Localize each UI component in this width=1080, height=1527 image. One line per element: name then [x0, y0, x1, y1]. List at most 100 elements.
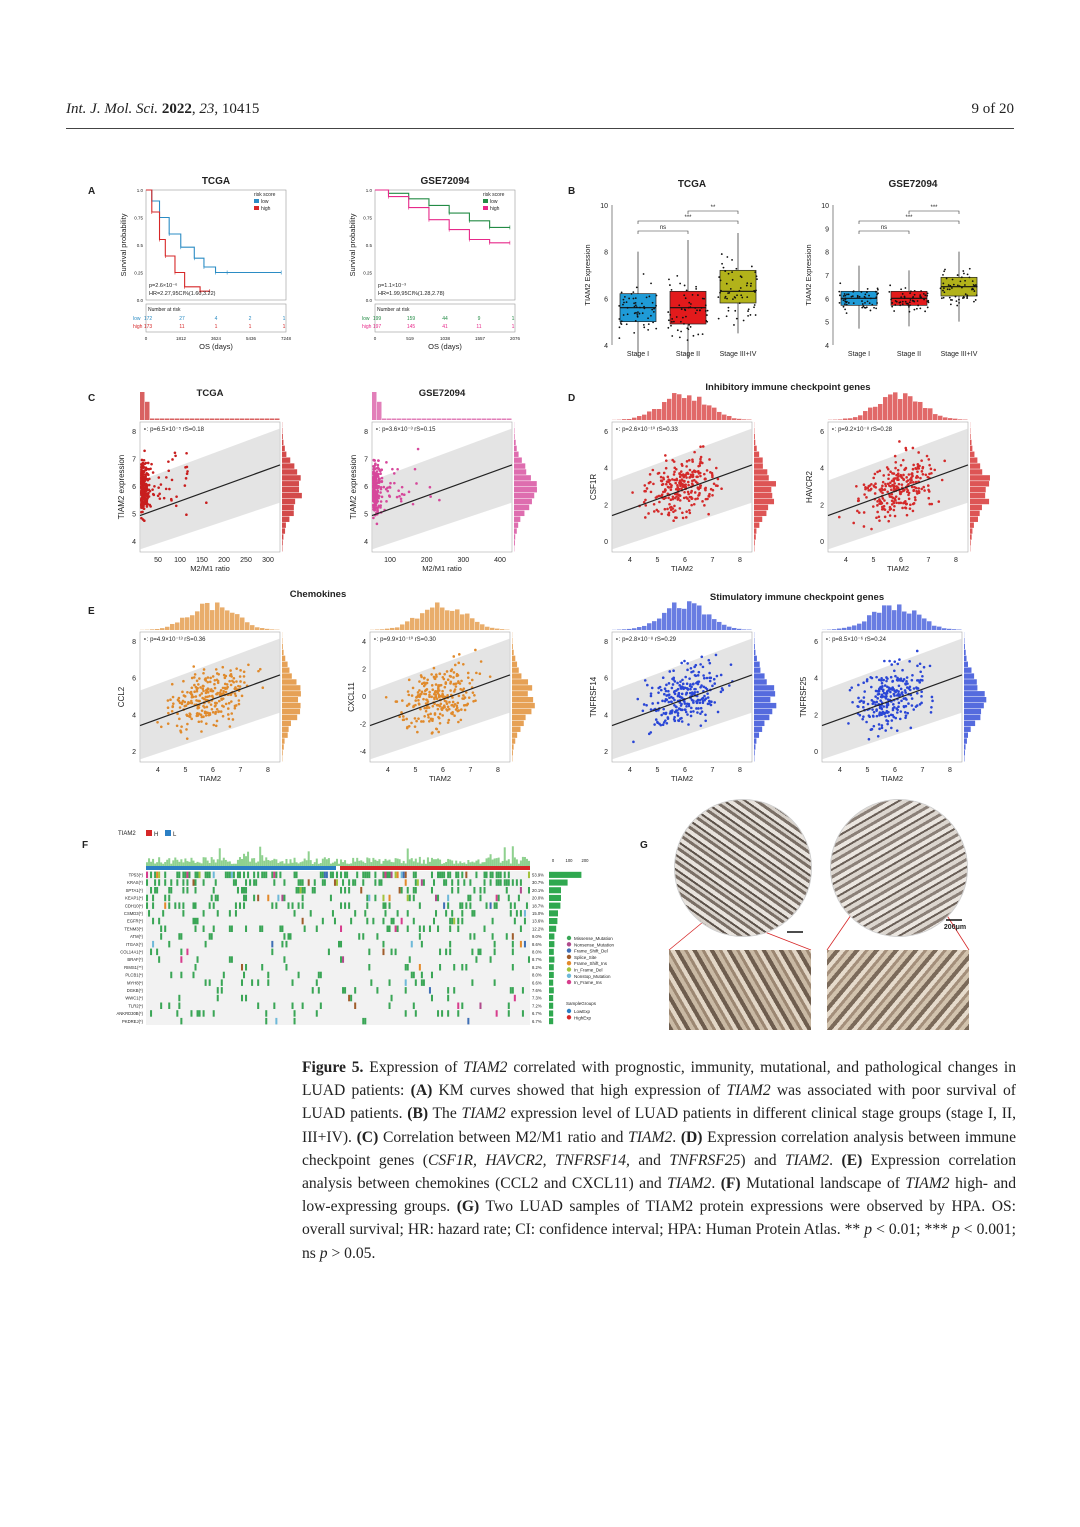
- box-point: [700, 306, 703, 309]
- tmb-bar: [293, 857, 296, 866]
- scatter-point: [166, 722, 170, 725]
- scatter-point: [907, 491, 911, 495]
- scatter-point: [143, 462, 147, 466]
- mutation-cell: [192, 902, 195, 909]
- marginal-bar-y: [964, 661, 968, 667]
- scatter-point: [666, 507, 669, 511]
- mutation-cell: [146, 879, 149, 886]
- mutation-cell: [245, 887, 248, 894]
- tmb-bar: [356, 857, 359, 866]
- box-point: [623, 296, 626, 298]
- mutation-cell: [418, 925, 421, 932]
- scatter-point: [903, 711, 907, 714]
- mutation-cell: [495, 871, 498, 879]
- box-point: [948, 296, 951, 299]
- mutation-cell: [293, 1010, 296, 1017]
- y-tick-label: 0: [820, 539, 824, 546]
- scatter-point: [373, 498, 377, 502]
- marginal-bar-x: [185, 617, 190, 630]
- marginal-bar-x: [958, 419, 963, 420]
- mutation-cell: [445, 948, 448, 956]
- y-tick-label: 10: [821, 203, 829, 210]
- mutation-cell: [263, 871, 266, 879]
- mutation-legend-label: Frame_Shift_Ins: [574, 961, 608, 966]
- scatter-point: [912, 708, 916, 711]
- mutation-cell: [497, 871, 500, 879]
- box-point: [909, 299, 912, 301]
- mutation-cell: [441, 1010, 444, 1017]
- scatter-point: [143, 519, 146, 523]
- marginal-bar-x: [667, 608, 672, 630]
- tmb-bar: [301, 861, 304, 866]
- scatter-point: [468, 681, 472, 685]
- scatter-point: [425, 698, 428, 701]
- mutation-cell: [150, 871, 153, 879]
- scatter-point: [674, 509, 677, 512]
- scatter-point: [692, 701, 695, 704]
- mutation-cell: [164, 871, 167, 879]
- scatter-point: [876, 470, 879, 474]
- mutation-cell: [451, 910, 454, 917]
- scatter-point: [894, 499, 897, 502]
- scatter-point: [681, 678, 684, 682]
- scatter-point: [144, 491, 147, 494]
- scatter-point: [679, 484, 682, 488]
- scatter-point: [144, 493, 148, 497]
- scatter-point: [414, 699, 418, 702]
- marginal-bar-y: [514, 492, 535, 499]
- scatter-point: [186, 702, 190, 706]
- marginal-bar-y: [512, 691, 528, 697]
- tmb-bar: [432, 859, 436, 866]
- scatter-point: [449, 682, 452, 685]
- scatter-point: [454, 685, 458, 688]
- marginal-bar-y: [282, 469, 298, 475]
- scatter-point: [195, 679, 199, 683]
- mutation-cell: [483, 879, 486, 886]
- scatter-point: [676, 694, 680, 698]
- mutation-cell: [234, 910, 237, 917]
- mutation-cell: [376, 933, 379, 940]
- mutation-cell: [297, 879, 300, 886]
- mutation-cell: [342, 879, 345, 886]
- marginal-bar-x: [490, 627, 495, 630]
- scatter-point: [929, 711, 933, 714]
- scatter-point: [683, 702, 687, 705]
- scatter-point: [645, 703, 648, 707]
- marginal-bar-y: [514, 528, 517, 534]
- box-point: [750, 282, 753, 285]
- scatter-point: [377, 459, 380, 462]
- marginal-bar-y: [754, 457, 763, 463]
- mutation-cell: [422, 979, 425, 986]
- scatter-point: [660, 479, 664, 483]
- scatter-point: [697, 707, 700, 710]
- scatter-point: [202, 715, 205, 718]
- box-point: [864, 297, 867, 299]
- mutation-cell: [281, 894, 284, 902]
- marginal-bar-x: [918, 401, 923, 420]
- scatter-point: [198, 677, 201, 680]
- y-tick-label: 4: [132, 712, 136, 719]
- mutation-cell: [372, 917, 375, 925]
- mutation-cell: [289, 933, 292, 940]
- mutation-legend-label: Missense_Mutation: [574, 936, 613, 941]
- scatter-point: [892, 703, 895, 706]
- scatter-point: [376, 463, 380, 467]
- scatter-point: [144, 466, 148, 470]
- scatter-point: [881, 689, 885, 693]
- box-point: [670, 288, 673, 291]
- scatter-point: [145, 499, 149, 502]
- tmb-bar: [497, 857, 500, 866]
- scatter-point: [190, 676, 194, 680]
- scatter-point: [870, 685, 873, 689]
- mutation-cell: [275, 1017, 278, 1025]
- scatter-point: [261, 686, 265, 690]
- mutation-legend-dot: [566, 961, 572, 966]
- scatter-point: [864, 487, 867, 491]
- gene-freq-bar: [549, 902, 561, 909]
- scatter-point: [221, 665, 225, 669]
- box-point: [670, 320, 673, 323]
- scatter-point: [918, 703, 922, 706]
- scatter-point: [190, 717, 194, 721]
- scatter-point: [402, 715, 405, 718]
- box-point: [909, 304, 911, 307]
